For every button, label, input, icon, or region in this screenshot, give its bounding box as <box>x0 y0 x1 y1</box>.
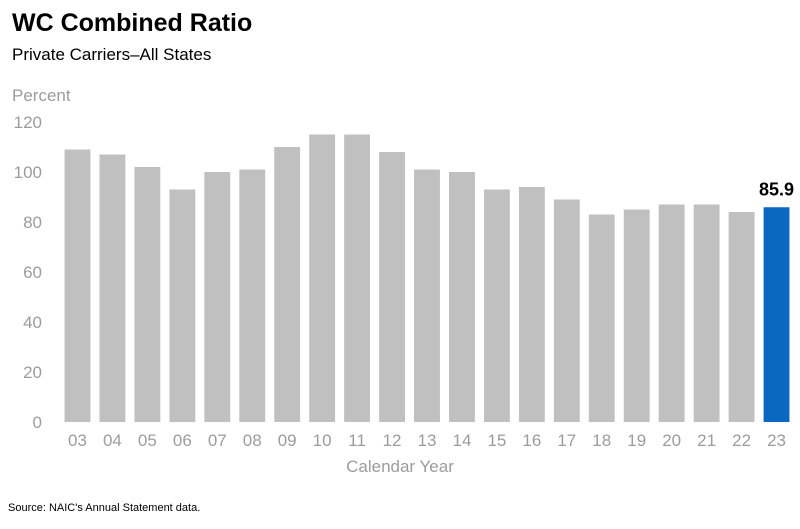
chart-subtitle: Private Carriers–All States <box>12 45 212 64</box>
y-tick-label: 20 <box>23 363 42 382</box>
x-tick-label: 11 <box>348 431 366 450</box>
x-tick-label: 10 <box>313 431 332 450</box>
bar-chart: Percent 0 20 40 60 80 100 120 03 04 05 06 07 08 09 10… <box>12 86 794 476</box>
chart-title: WC Combined Ratio <box>12 9 253 37</box>
bar-17 <box>553 199 580 422</box>
y-tick-label: 60 <box>23 263 42 282</box>
bar-20 <box>658 204 685 422</box>
y-tick-label: 0 <box>33 413 42 432</box>
x-tick-label: 03 <box>68 431 87 450</box>
x-tick-label: 22 <box>732 431 751 450</box>
bar-08 <box>239 169 266 422</box>
x-tick-label: 05 <box>138 431 157 450</box>
y-tick-label: 100 <box>14 163 42 182</box>
x-tick-label: 14 <box>452 431 471 450</box>
y-tick-label: 120 <box>14 113 42 132</box>
bar-09 <box>274 147 301 422</box>
x-tick-label: 13 <box>418 431 437 450</box>
y-tick-label: 80 <box>23 213 42 232</box>
x-tick-label: 20 <box>662 431 681 450</box>
x-axis-title: Calendar Year <box>346 457 454 476</box>
bars <box>64 134 790 422</box>
bar-22 <box>728 212 755 422</box>
bar-05 <box>134 167 161 422</box>
x-tick-label: 04 <box>103 431 122 450</box>
data-label: 85.9 <box>759 179 794 199</box>
bar-15 <box>483 189 510 422</box>
x-tick-label: 06 <box>173 431 192 450</box>
bar-03 <box>64 149 91 422</box>
x-tick-label: 18 <box>592 431 611 450</box>
bar-23 <box>763 207 790 422</box>
x-tick-label: 19 <box>627 431 646 450</box>
x-tick-label: 17 <box>557 431 576 450</box>
y-tick-label: 40 <box>23 313 42 332</box>
bar-12 <box>379 152 405 422</box>
x-tick-label: 21 <box>697 431 716 450</box>
bar-04 <box>99 154 126 422</box>
x-tick-label: 09 <box>278 431 297 450</box>
bar-11 <box>344 134 371 422</box>
x-tick-label: 07 <box>208 431 227 450</box>
x-tick-label: 16 <box>522 431 541 450</box>
bar-18 <box>588 214 615 422</box>
bar-10 <box>309 134 336 422</box>
x-tick-label: 23 <box>767 431 786 450</box>
y-tick-labels: 0 20 40 60 80 100 120 <box>14 113 42 432</box>
bar-16 <box>518 187 545 422</box>
x-tick-label: 08 <box>243 431 262 450</box>
y-axis-title: Percent <box>12 86 71 105</box>
source-note: Source: NAIC's Annual Statement data. <box>8 502 201 514</box>
x-tick-label: 15 <box>487 431 506 450</box>
bar-21 <box>693 204 720 422</box>
x-tick-label: 12 <box>383 431 402 450</box>
bar-06 <box>169 189 196 422</box>
bar-19 <box>623 209 650 422</box>
data-labels: 85.9 <box>759 179 794 199</box>
x-tick-labels: 03 04 05 06 07 08 09 10 11 12 13 14 15 16 17 18 19 20 21 22… <box>68 431 786 450</box>
bar-14 <box>449 172 475 422</box>
bar-13 <box>414 169 440 422</box>
bar-07 <box>204 172 231 422</box>
